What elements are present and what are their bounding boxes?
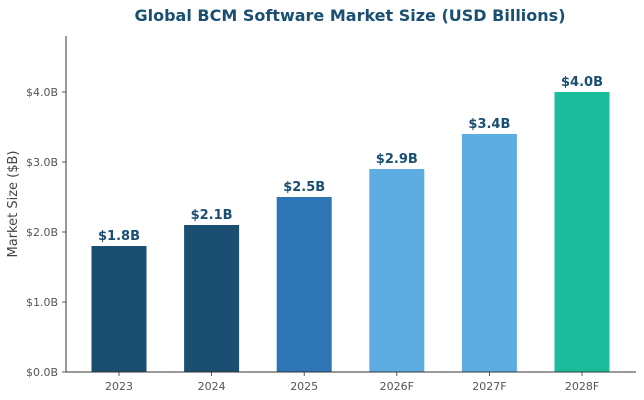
- x-axis-ticks: 2023 2024 2025 2026F 2027F 2028F: [105, 372, 599, 393]
- y-tick-label-4: $4.0B: [26, 86, 58, 99]
- bar-2025: [276, 197, 332, 372]
- data-label-2023: $1.8B: [98, 229, 140, 244]
- y-tick-label-1: $1.0B: [26, 296, 58, 309]
- data-label-2025: $2.5B: [283, 180, 325, 195]
- bar-2024: [184, 225, 240, 372]
- data-labels-group: $1.8B $2.1B $2.5B $2.9B $3.4B $4.0B: [98, 75, 603, 244]
- data-label-2028F: $4.0B: [561, 75, 603, 90]
- x-tick-label-2023: 2023: [105, 380, 133, 393]
- data-label-2024: $2.1B: [191, 208, 233, 223]
- x-tick-label-2028F: 2028F: [565, 380, 599, 393]
- data-label-2027F: $3.4B: [468, 117, 510, 132]
- y-tick-label-3: $3.0B: [26, 156, 58, 169]
- x-tick-label-2025: 2025: [290, 380, 318, 393]
- bar-2026F: [369, 169, 425, 372]
- chart-title: Global BCM Software Market Size (USD Bil…: [134, 6, 565, 25]
- bar-2027F: [461, 134, 517, 372]
- bar-2023: [91, 246, 147, 372]
- y-axis-label: Market Size ($B): [6, 151, 21, 258]
- bar-2028F: [554, 92, 610, 372]
- x-tick-label-2026F: 2026F: [380, 380, 414, 393]
- data-label-2026F: $2.9B: [376, 152, 418, 167]
- y-axis-ticks: $0.0B $1.0B $2.0B $3.0B $4.0B: [26, 86, 66, 379]
- x-tick-label-2024: 2024: [198, 380, 226, 393]
- y-tick-label-2: $2.0B: [26, 226, 58, 239]
- bars-group: [91, 92, 610, 372]
- y-tick-label-0: $0.0B: [26, 366, 58, 379]
- x-tick-label-2027F: 2027F: [472, 380, 506, 393]
